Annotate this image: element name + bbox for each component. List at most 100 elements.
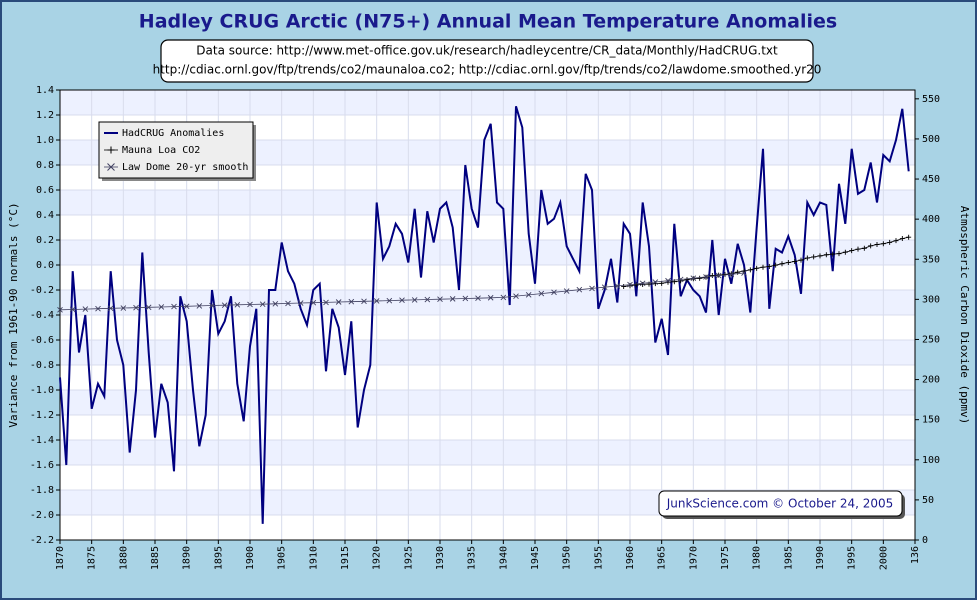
series-marker	[513, 293, 519, 299]
series-marker	[823, 252, 829, 258]
series-marker	[500, 294, 507, 301]
series-marker	[272, 300, 279, 307]
plot-band	[60, 340, 915, 365]
series-marker	[348, 298, 355, 305]
series-marker	[462, 295, 469, 302]
x-tick-label: 1990	[815, 546, 826, 570]
series-marker	[690, 275, 697, 282]
series-marker	[709, 273, 715, 279]
x-tick-label: 1890	[182, 546, 193, 570]
series-marker	[760, 264, 766, 270]
series-marker	[887, 239, 893, 245]
series-marker	[538, 290, 545, 297]
x-tick-label: 1945	[530, 546, 541, 570]
x-tick-label: 1880	[118, 546, 129, 570]
y-tick-label: -2.0	[30, 510, 54, 521]
series-marker	[171, 303, 177, 310]
series-marker	[361, 298, 367, 305]
x-tick-label: 1995	[847, 546, 858, 570]
y-tick-label: 1.0	[36, 135, 54, 146]
x-tick-label: 1970	[688, 546, 699, 570]
x-tick-label: 1940	[498, 546, 509, 570]
series-marker	[677, 276, 684, 283]
y2-tick-label: 100	[922, 455, 940, 466]
x-tick-label: 1900	[245, 546, 256, 570]
plot-band	[60, 440, 915, 465]
series-marker	[576, 286, 583, 293]
series-marker	[773, 262, 779, 268]
series-marker	[614, 283, 621, 289]
x-tick-label: 1885	[150, 546, 161, 570]
x-tick-label: 2000	[878, 546, 889, 570]
y2-axis-label: Atmospheric Carbon Dioxide (ppmv)	[958, 206, 971, 425]
series-marker	[285, 300, 291, 307]
series-marker	[196, 303, 203, 309]
series-marker	[107, 305, 114, 312]
x-tick-label: 1905	[277, 546, 288, 570]
series-marker	[792, 258, 798, 264]
series-marker	[589, 285, 595, 292]
series-marker	[906, 234, 912, 240]
series-marker	[475, 295, 481, 301]
series-marker	[817, 253, 823, 259]
series-marker	[715, 272, 722, 279]
series-marker	[399, 297, 405, 304]
series-marker	[779, 261, 785, 267]
legend-marker	[107, 146, 115, 154]
y-tick-label: 0.2	[36, 235, 54, 246]
series-marker	[487, 294, 494, 301]
x-tick-label: 136	[910, 546, 921, 564]
y2-tick-label: 300	[922, 294, 940, 305]
y-tick-label: -1.8	[30, 485, 54, 496]
series-marker	[259, 301, 266, 307]
y-tick-label: 0.4	[36, 210, 54, 221]
series-marker	[411, 297, 418, 303]
y2-tick-label: 200	[922, 375, 940, 386]
plot-band	[60, 90, 915, 115]
legend-label: HadCRUG Anomalies	[122, 128, 224, 139]
x-tick-label: 1980	[752, 546, 763, 570]
series-marker	[120, 305, 127, 311]
y-tick-label: 1.4	[36, 85, 54, 96]
series-marker	[424, 296, 431, 303]
series-marker	[728, 271, 735, 278]
series-marker	[880, 241, 886, 247]
series-marker	[373, 298, 380, 304]
series-marker	[563, 288, 570, 294]
series-marker	[861, 245, 867, 251]
series-marker	[868, 243, 874, 249]
series-marker	[855, 246, 861, 252]
series-marker	[234, 301, 241, 308]
y-axis-label: Variance from 1961-90 normals (°C)	[7, 202, 20, 427]
series-line	[623, 236, 909, 287]
x-tick-label: 1975	[720, 546, 731, 570]
series-marker	[335, 299, 342, 305]
legend-label: Mauna Loa CO2	[122, 145, 200, 156]
series-marker	[133, 304, 139, 311]
series-marker	[747, 267, 753, 273]
series-marker	[785, 260, 791, 266]
series-marker	[728, 271, 734, 277]
y-tick-label: -0.2	[30, 285, 54, 296]
y-tick-label: 0.0	[36, 260, 54, 271]
series-marker	[830, 251, 836, 257]
series-marker	[741, 270, 747, 276]
series-marker	[842, 249, 848, 255]
series-marker	[639, 280, 646, 287]
y2-tick-label: 150	[922, 415, 940, 426]
x-tick-label: 1985	[783, 546, 794, 570]
credit-box	[658, 490, 903, 517]
y-tick-label: -1.4	[30, 435, 54, 446]
series-marker	[437, 296, 443, 303]
source-box	[160, 39, 814, 83]
y2-tick-label: 400	[922, 214, 940, 225]
x-tick-label: 1955	[593, 546, 604, 570]
series-line	[59, 106, 910, 524]
x-tick-label: 1960	[625, 546, 636, 570]
plot-band	[60, 240, 915, 265]
x-tick-label: 1870	[55, 546, 66, 570]
series-marker	[449, 296, 456, 302]
series-marker	[221, 302, 228, 309]
y-tick-label: -2.2	[30, 535, 54, 546]
